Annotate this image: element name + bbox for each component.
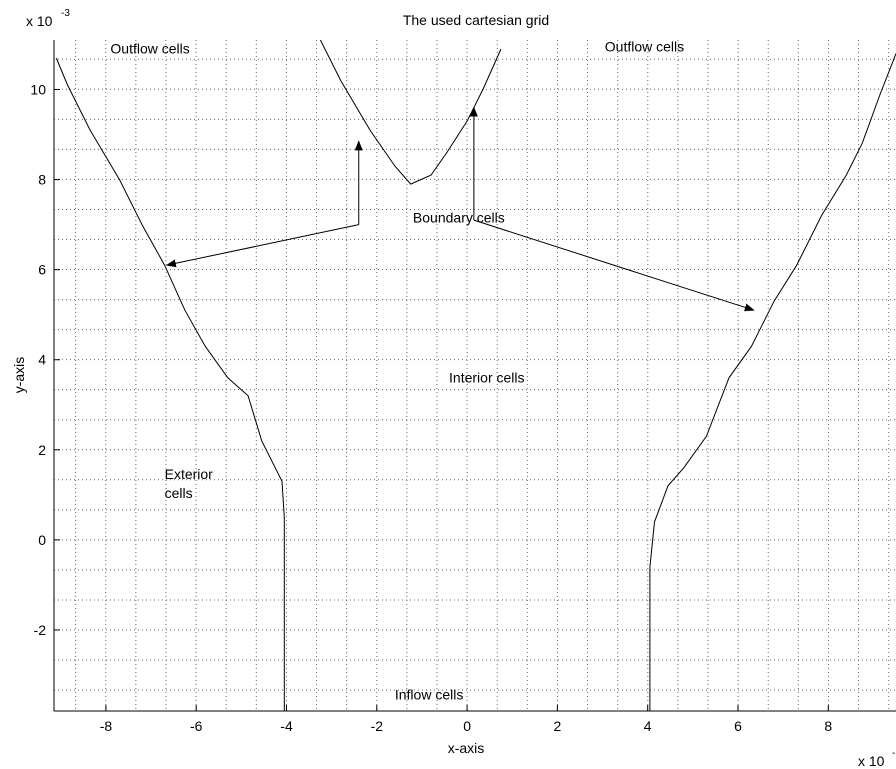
y-tick-label: 10 [30,82,46,98]
y-tick-label: 6 [38,262,46,278]
arrows [165,106,755,312]
annotation-label-2: Outflow cells [605,38,684,54]
boundary-curves [55,39,896,711]
annotation-label-1: Outflow cells [110,41,189,57]
x-tick-label: -4 [280,718,293,734]
x-multiplier: x 10 [858,753,885,769]
annotation-arrow-4 [473,219,755,312]
axes-frame [53,40,896,712]
boundary-curve-3 [649,53,896,711]
annotation-arrow-2 [165,224,359,268]
x-tick-label: 0 [463,718,471,734]
tick-labels: -8 -6 -4 -2 0 2 4 6 8 -2 0 2 4 6 8 10 [30,82,832,734]
x-tick-label: -6 [190,718,203,734]
y-multiplier-exponent: -3 [61,8,70,19]
annotation-label-6: Inflow cells [395,687,463,703]
boundary-curve-1 [55,57,285,711]
boundary-curve-2 [319,39,502,185]
x-multiplier-exponent: -3 [892,748,896,759]
y-axis-label: y-axis [11,357,27,394]
y-tick-label: -2 [34,622,47,638]
chart-title: The used cartesian grid [403,12,549,28]
x-tick-label: -2 [371,718,384,734]
x-tick-label: 6 [734,718,742,734]
annotation-label-5: Exterior cells [165,466,214,501]
x-tick-label: 8 [824,718,832,734]
y-tick-label: 2 [38,442,46,458]
x-tick-label: -8 [100,718,113,734]
annotation-label-3: Boundary cells [413,209,505,225]
y-tick-label: 4 [38,352,46,368]
x-tick-label: 4 [644,718,652,734]
y-multiplier: x 10 [26,13,53,29]
grid [54,40,896,711]
annotation-label-4: Interior cells [449,369,524,385]
x-axis-label: x-axis [448,740,485,756]
annotations: Outflow cells Outflow cells Boundary cells… [110,38,684,702]
y-tick-label: 0 [38,532,46,548]
y-tick-label: 8 [38,172,46,188]
x-tick-label: 2 [553,718,561,734]
